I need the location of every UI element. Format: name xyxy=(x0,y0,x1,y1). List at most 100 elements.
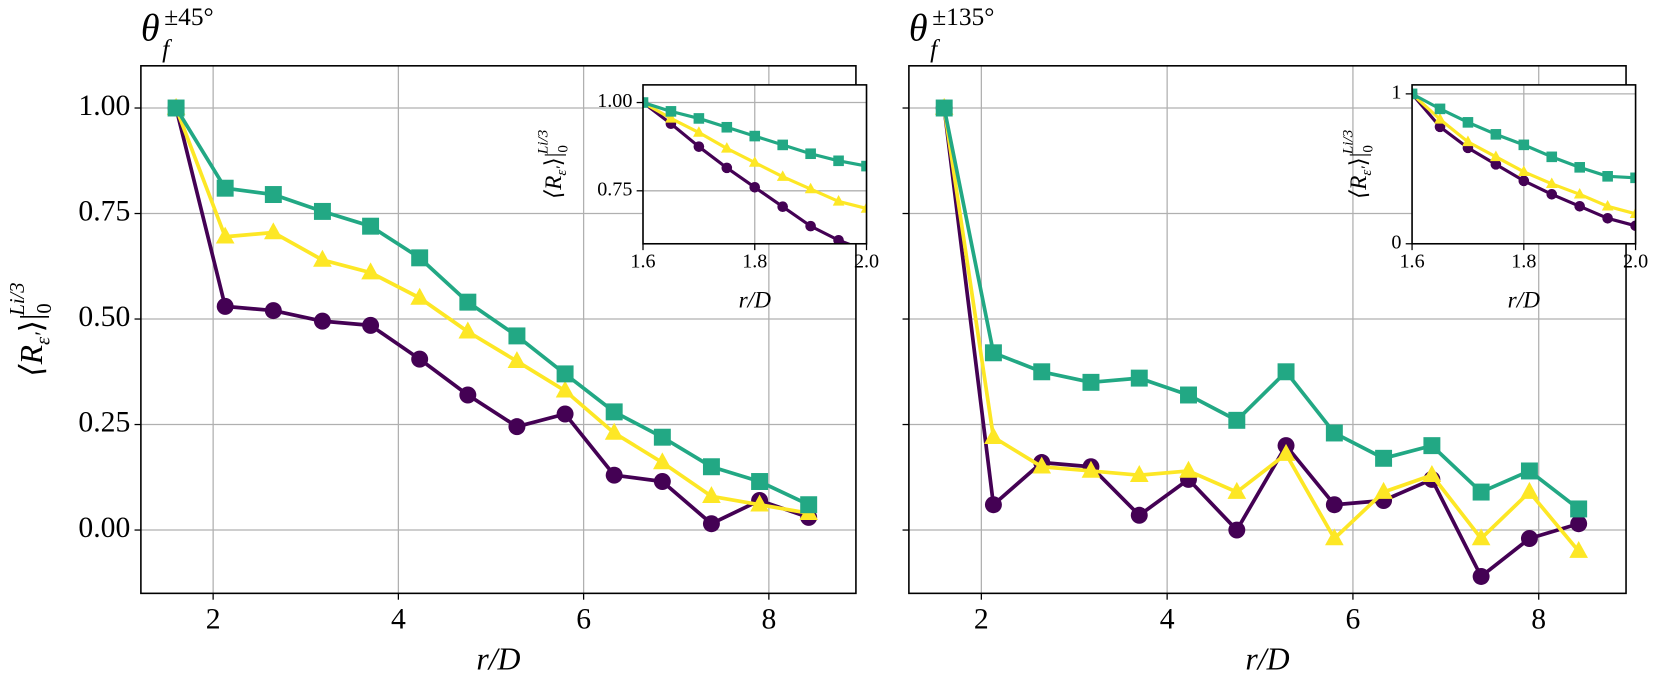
marker xyxy=(1573,187,1586,199)
x-tick-label: 2.0 xyxy=(1623,251,1648,273)
marker xyxy=(693,141,705,152)
y-label-sub: 0 xyxy=(34,303,56,313)
marker xyxy=(1520,462,1538,480)
marker xyxy=(555,380,575,398)
marker xyxy=(1325,424,1343,442)
marker xyxy=(458,321,478,339)
marker xyxy=(1434,113,1446,124)
marker xyxy=(860,202,867,213)
marker xyxy=(1546,151,1558,163)
x-tick-label: 1.6 xyxy=(1399,251,1424,273)
marker xyxy=(1082,373,1100,391)
marker xyxy=(1325,528,1344,546)
y-label-mid: ⟩| xyxy=(541,153,567,167)
x-tick-label: 1.8 xyxy=(742,251,767,273)
marker xyxy=(1490,159,1502,170)
marker xyxy=(1228,411,1246,429)
y-tick-label: 0.00 xyxy=(78,512,130,544)
marker xyxy=(313,249,332,267)
marker xyxy=(1574,201,1585,212)
y-tick-label: 0.75 xyxy=(78,195,130,227)
title-base: θ xyxy=(909,8,928,50)
marker xyxy=(702,515,720,533)
marker xyxy=(362,316,380,334)
marker xyxy=(721,162,733,174)
marker xyxy=(721,121,733,133)
marker xyxy=(702,486,721,504)
marker xyxy=(313,312,331,330)
marker xyxy=(1130,506,1148,524)
marker xyxy=(1130,369,1148,387)
marker xyxy=(459,386,477,404)
marker xyxy=(1517,165,1530,177)
x-axis-label: r/D xyxy=(739,287,772,313)
marker xyxy=(604,422,624,440)
plot-frame xyxy=(140,65,857,595)
marker xyxy=(1602,212,1613,224)
marker xyxy=(459,293,477,311)
marker xyxy=(777,201,788,212)
marker xyxy=(1570,500,1588,518)
marker xyxy=(216,179,234,197)
x-tick-label: 8 xyxy=(1531,603,1546,635)
marker xyxy=(1471,528,1491,546)
marker xyxy=(508,418,526,436)
y-tick-label: 1.00 xyxy=(78,90,130,122)
y-label-sup: Li/3 xyxy=(536,129,552,155)
marker xyxy=(1518,139,1530,151)
marker xyxy=(411,350,429,368)
y-label-base: ⟨R xyxy=(14,345,49,377)
title-sup: ±45° xyxy=(164,3,214,31)
marker xyxy=(1520,481,1539,499)
marker xyxy=(605,403,623,421)
y-label-sub: ε′ xyxy=(555,166,571,176)
x-axis-label: r/D xyxy=(476,642,520,677)
marker xyxy=(1129,465,1149,482)
series-group xyxy=(934,97,1588,585)
marker xyxy=(643,97,649,108)
marker xyxy=(1434,121,1446,133)
marker xyxy=(720,142,733,153)
marker xyxy=(1325,496,1343,514)
marker xyxy=(1490,129,1502,140)
marker xyxy=(861,160,867,172)
marker xyxy=(215,226,235,244)
marker xyxy=(693,113,705,124)
x-tick-label: 8 xyxy=(761,603,776,635)
y-label-sub: ε′ xyxy=(1360,166,1376,176)
marker xyxy=(1412,88,1418,100)
marker xyxy=(1081,460,1101,478)
y-label-sub: 0 xyxy=(556,145,572,153)
marker xyxy=(653,452,672,470)
title-sup: ±135° xyxy=(932,3,994,31)
marker xyxy=(1574,162,1585,173)
y-axis-label: ⟨Rε′⟩|0 Li/3 xyxy=(7,282,56,376)
marker xyxy=(1546,189,1558,200)
marker xyxy=(1227,481,1247,499)
marker xyxy=(984,427,1003,444)
marker xyxy=(1545,177,1558,189)
marker xyxy=(665,112,677,123)
marker xyxy=(984,344,1002,362)
marker xyxy=(556,405,574,423)
marker xyxy=(693,126,705,137)
series-group xyxy=(166,97,819,533)
marker xyxy=(362,217,380,235)
marker xyxy=(833,234,844,244)
series-group xyxy=(643,96,867,244)
x-tick-label: 1.6 xyxy=(630,251,655,273)
marker xyxy=(556,365,574,383)
marker xyxy=(1490,150,1502,162)
y-tick-label: 0.50 xyxy=(78,301,130,333)
marker xyxy=(167,99,185,117)
y-tick-label: 0.75 xyxy=(597,178,632,200)
plot-frame xyxy=(1411,84,1637,245)
plot-frame xyxy=(642,84,868,245)
marker xyxy=(1472,567,1490,585)
series-line xyxy=(942,107,1581,553)
marker xyxy=(665,106,677,117)
marker xyxy=(361,262,380,280)
x-axis-label: r/D xyxy=(1508,287,1541,313)
marker xyxy=(935,99,953,117)
marker xyxy=(1520,530,1538,547)
